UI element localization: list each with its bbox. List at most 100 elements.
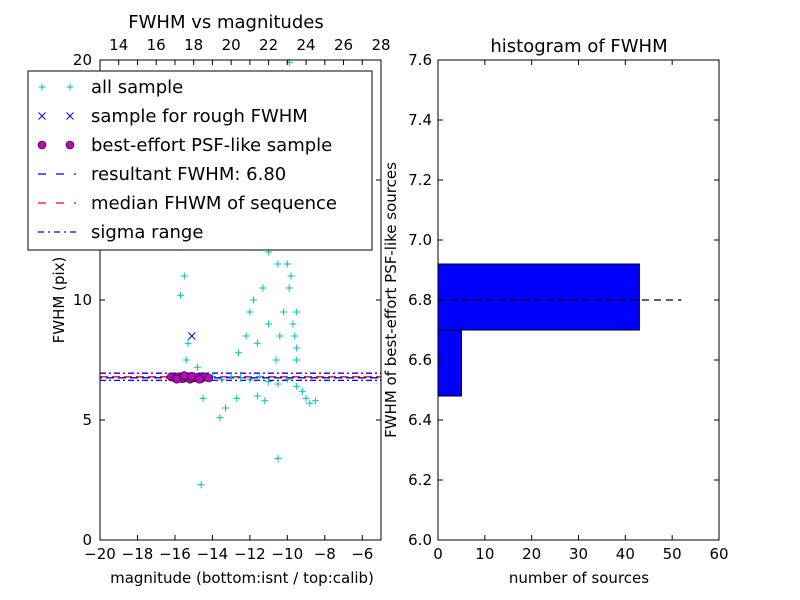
legend-entry: all sample	[38, 77, 183, 98]
psf-sample-point	[204, 373, 213, 383]
right-x-tick-label: 0	[433, 545, 443, 563]
legend-label: sigma range	[91, 222, 203, 243]
all-sample-point	[259, 284, 267, 292]
right-y-axis: 6.0 6.2 6.4 6.6 6.8 7.0 7.2 7.4 7.6	[408, 51, 719, 549]
left-data-points	[166, 58, 319, 489]
top-tick-label: 14	[109, 36, 128, 54]
right-x-tick-label: 10	[475, 545, 494, 563]
top-tick-label: 20	[222, 36, 241, 54]
right-y-tick-label: 6.8	[408, 291, 432, 309]
legend-x-marker	[66, 112, 74, 120]
right-y-tick-label: 7.2	[408, 171, 432, 189]
all-sample-point	[306, 399, 314, 407]
right-chart-title: histogram of FWHM	[490, 36, 667, 57]
histogram-bars	[437, 263, 640, 397]
right-x-tick-label: 40	[616, 545, 635, 563]
legend-label: sample for rough FWHM	[91, 106, 308, 127]
all-sample-point	[242, 332, 250, 340]
all-sample-point	[253, 339, 261, 347]
all-sample-point	[311, 397, 319, 405]
all-sample-point	[274, 380, 282, 388]
all-sample-point	[265, 320, 273, 328]
all-sample-point	[283, 260, 291, 268]
top-tick-label: 22	[259, 36, 278, 54]
all-sample-point	[293, 382, 301, 390]
left-top-axis: 14 16 18 20 22 24 26 28	[109, 36, 391, 65]
all-sample-point	[285, 284, 293, 292]
psf-sample-point	[187, 372, 197, 381]
all-sample-point	[184, 339, 192, 347]
all-sample-point	[261, 397, 269, 405]
all-sample-point	[274, 454, 282, 462]
all-sample-point	[280, 308, 288, 316]
all-sample-point	[246, 308, 254, 316]
legend-plus-marker	[38, 83, 46, 91]
all-sample-point	[265, 378, 273, 386]
bottom-tick-label: −16	[159, 545, 191, 563]
psf-sample-point	[194, 374, 204, 384]
left-y-tick-label: 20	[73, 51, 92, 69]
right-y-tick-label: 7.0	[408, 231, 432, 249]
left-scatter-panel: −20 −18 −16 −14 −12 −10 −8 −6 14 16 18 20 22 24 26 28 …	[27, 12, 391, 587]
top-tick-label: 16	[147, 36, 166, 54]
right-y-tick-label: 6.2	[408, 471, 432, 489]
legend-plus-marker	[66, 83, 74, 91]
all-sample-point	[237, 374, 244, 382]
legend-box	[27, 70, 373, 251]
rough-fwhm-point	[187, 332, 196, 340]
all-sample-point	[193, 363, 201, 371]
top-tick-label: 24	[297, 36, 316, 54]
all-sample-point	[218, 375, 226, 383]
right-y-tick-label: 6.4	[408, 411, 432, 429]
bottom-tick-label: −6	[351, 545, 373, 563]
all-sample-point	[253, 392, 261, 400]
right-y-tick-label: 7.6	[408, 51, 432, 69]
bottom-tick-label: −12	[234, 545, 266, 563]
psf-sample-point	[180, 371, 189, 380]
left-chart-title: FWHM vs magnitudes	[128, 12, 323, 33]
all-sample-point	[233, 394, 241, 402]
top-tick-label: 26	[334, 36, 353, 54]
legend-entry: sample for rough FWHM	[38, 106, 308, 127]
all-sample-point	[293, 308, 301, 316]
all-sample-point	[177, 291, 185, 299]
all-sample-point	[235, 349, 243, 357]
legend-entry: best-effort PSF-like sample	[37, 135, 332, 156]
left-y-axis-label: FWHM (pix)	[50, 257, 68, 344]
all-sample-point	[180, 272, 188, 280]
bottom-tick-label: −20	[84, 545, 116, 563]
all-sample-point	[197, 481, 205, 489]
right-y-tick-label: 6.0	[408, 531, 432, 549]
legend-label: resultant FWHM: 6.80	[91, 164, 286, 185]
all-sample-point	[182, 356, 190, 364]
legend-entry: resultant FWHM: 6.80	[38, 164, 286, 185]
all-sample-point	[293, 356, 301, 364]
legend: all sample sample for rough FWHM best-effo…	[27, 70, 373, 251]
legend-label: best-effort PSF-like sample	[91, 135, 332, 156]
all-sample-point	[283, 375, 291, 383]
legend-label: all sample	[91, 77, 183, 98]
all-sample-point	[246, 375, 254, 383]
all-sample-point	[272, 356, 280, 364]
left-y-tick-label: 0	[82, 531, 92, 549]
legend-circle-marker	[65, 140, 75, 150]
left-y-tick-label: 10	[73, 291, 92, 309]
right-x-tick-label: 20	[522, 545, 541, 563]
right-x-axis-label: number of sources	[509, 569, 649, 587]
right-y-tick-label: 6.6	[408, 351, 432, 369]
all-sample-point	[216, 414, 224, 422]
all-sample-point	[293, 344, 301, 352]
all-sample-point	[250, 296, 258, 304]
all-sample-point	[289, 320, 297, 328]
legend-x-marker	[38, 112, 46, 120]
right-y-tick-label: 7.4	[408, 111, 432, 129]
top-tick-label: 28	[371, 36, 390, 54]
right-x-tick-label: 50	[663, 545, 682, 563]
left-y-tick-label: 5	[82, 411, 92, 429]
legend-circle-marker	[37, 140, 47, 150]
all-sample-point	[227, 373, 235, 381]
all-sample-point	[222, 404, 230, 412]
right-x-tick-label: 60	[709, 545, 728, 563]
right-y-axis-label: FWHM of best-effort PSF-like sources	[382, 162, 400, 438]
